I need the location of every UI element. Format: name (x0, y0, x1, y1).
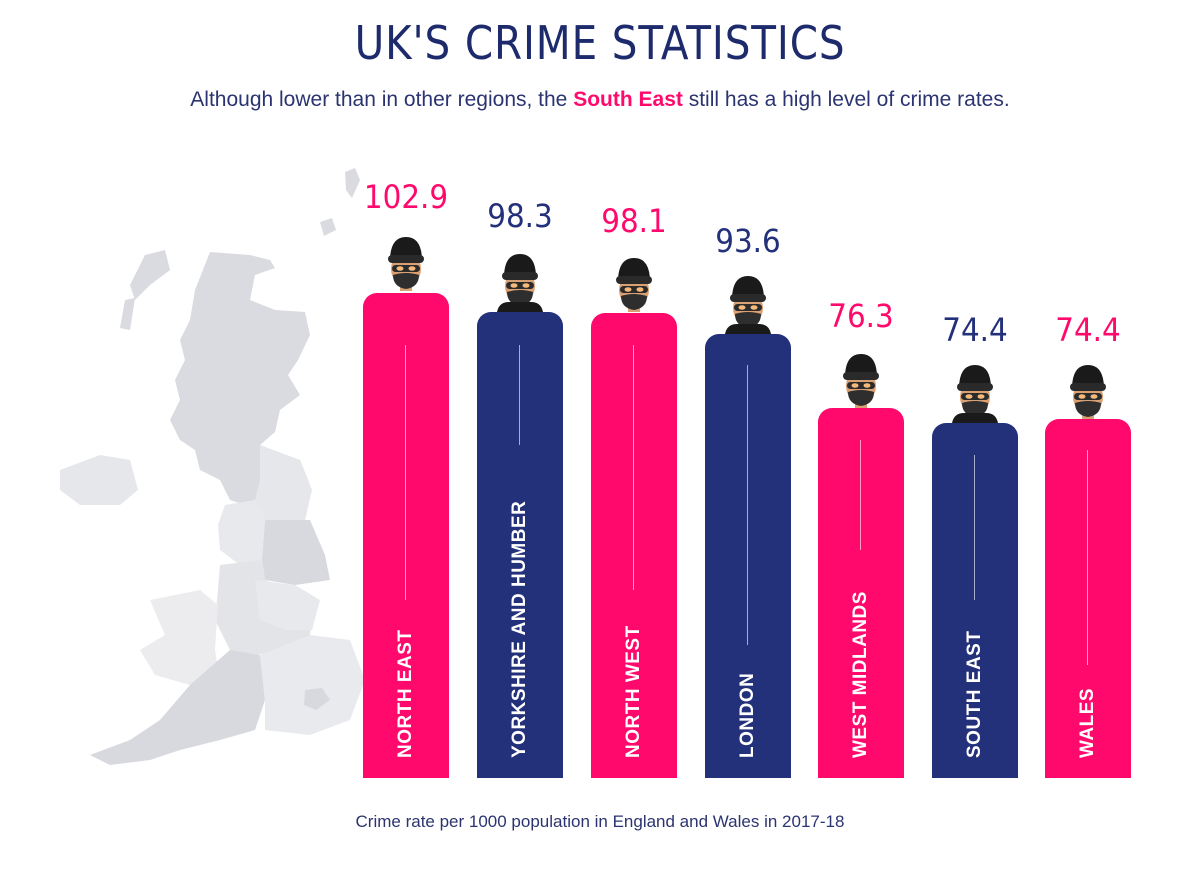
robber-icon (495, 250, 545, 312)
bar-guide-line (860, 440, 861, 550)
bar-label: SOUTH EAST (964, 630, 985, 758)
bar-label: LONDON (737, 672, 758, 758)
bar-value: 74.4 (1055, 311, 1121, 349)
subtitle-text-end: still has a high level of crime rates. (682, 88, 1010, 111)
bar-yorkshire-and-humber: 98.3 YORKSHIRE AND HUMBER (477, 0, 563, 778)
bar-london: 93.6 LONDON (705, 0, 791, 778)
uk-map-illustration (60, 168, 365, 765)
bar-value: 102.9 (363, 178, 449, 216)
bar-value: 98.1 (601, 202, 667, 240)
bar-value: 98.3 (487, 197, 553, 235)
robber-icon (609, 254, 659, 316)
bar-body (932, 423, 1018, 778)
bar-body (363, 293, 449, 778)
bar-value: 93.6 (715, 222, 781, 260)
bar-label: YORKSHIRE AND HUMBER (509, 500, 530, 758)
bar-guide-line (633, 345, 634, 590)
robber-icon (1063, 361, 1113, 423)
bar-wales: 74.4 WALES (1045, 0, 1131, 778)
bar-guide-line (405, 345, 406, 600)
bar-body (1045, 419, 1131, 778)
bar-label: WEST MIDLANDS (850, 591, 871, 758)
bar-guide-line (974, 455, 975, 600)
subtitle-text: Although lower than in other regions, th… (190, 88, 574, 111)
bar-guide-line (519, 345, 520, 445)
robber-icon (381, 233, 431, 295)
robber-icon (950, 361, 1000, 423)
bar-body (591, 313, 677, 778)
bar-guide-line (747, 365, 748, 645)
bar-label: WALES (1077, 687, 1098, 758)
bar-label: NORTH WEST (623, 625, 644, 758)
bar-west-midlands: 76.3 WEST MIDLANDS (818, 0, 904, 778)
bar-value: 76.3 (828, 297, 894, 335)
bar-guide-line (1087, 450, 1088, 665)
robber-icon (836, 350, 886, 412)
bar-north-east: 102.9 NORTH EAST (363, 0, 449, 778)
subtitle-highlight: South East (573, 88, 683, 111)
bar-body (477, 312, 563, 778)
bar-body (705, 334, 791, 778)
subtitle: Although lower than in other regions, th… (0, 88, 1200, 112)
bar-south-east: 74.4 SOUTH EAST (932, 0, 1018, 778)
bar-body (818, 408, 904, 778)
robber-icon (723, 272, 773, 334)
bar-label: NORTH EAST (395, 629, 416, 759)
bar-north-west: 98.1 NORTH WEST (591, 0, 677, 778)
page-title: UK'S CRIME STATISTICS (354, 16, 846, 70)
chart-caption: Crime rate per 1000 population in Englan… (355, 812, 845, 831)
bar-value: 74.4 (942, 311, 1008, 349)
